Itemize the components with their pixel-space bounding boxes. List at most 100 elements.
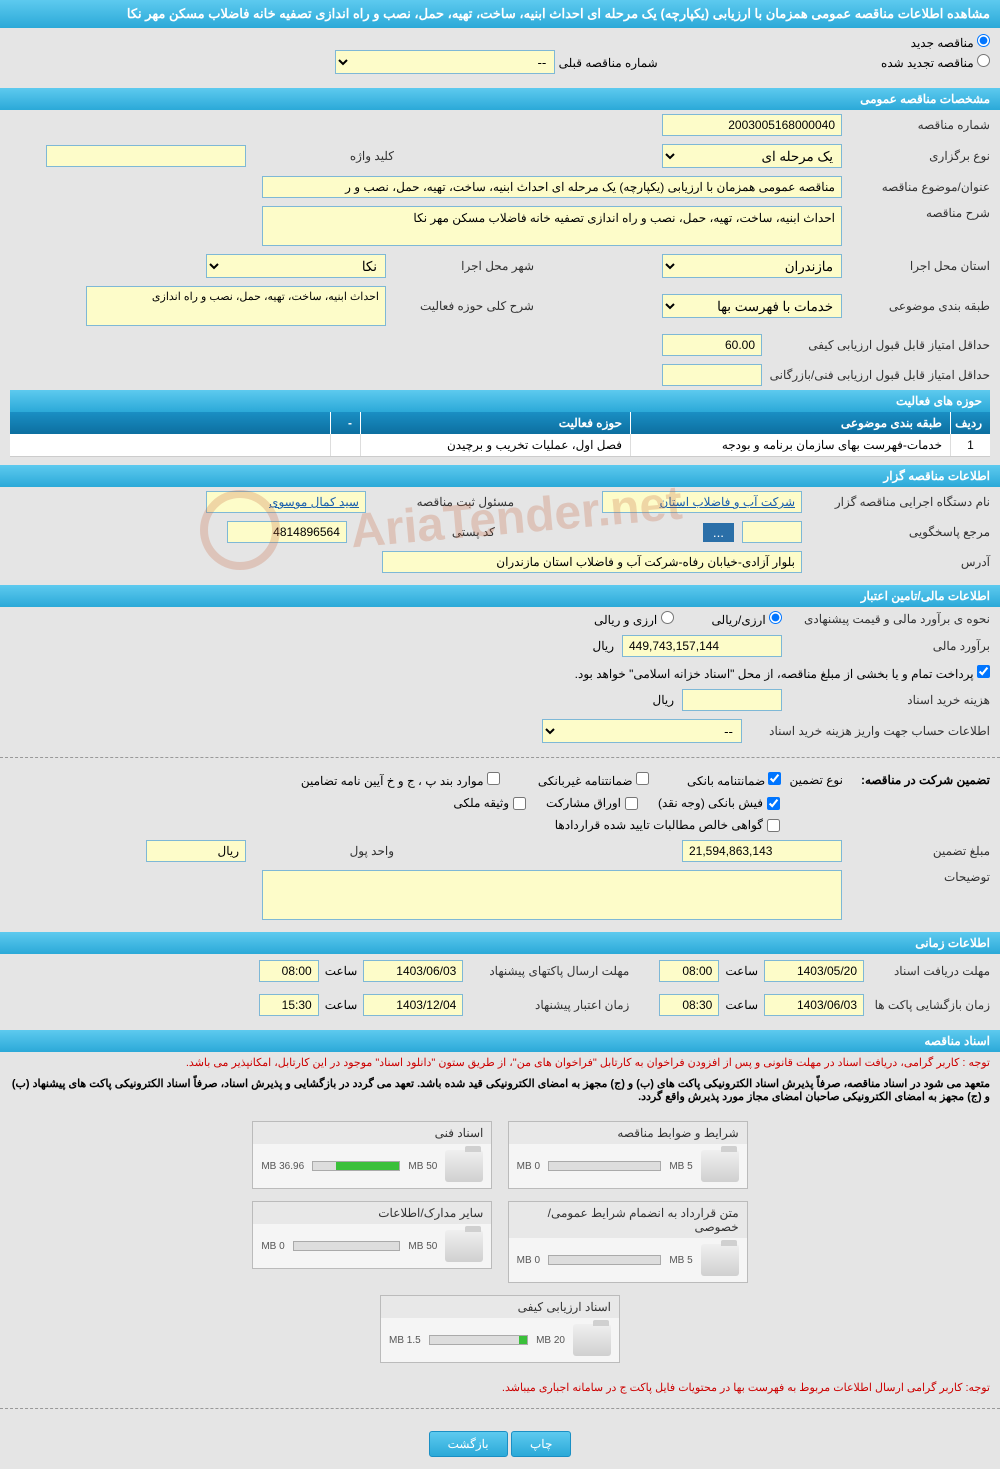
- min-quality-label: حداقل امتیاز قابل قبول ارزیابی کیفی: [770, 338, 990, 352]
- number-label: شماره مناقصه: [850, 118, 990, 132]
- row-remove[interactable]: [330, 434, 360, 456]
- title-label: عنوان/موضوع مناقصه: [850, 180, 990, 194]
- file-total: 5 MB: [669, 1255, 692, 1266]
- file-used: 1.5 MB: [389, 1335, 421, 1346]
- address-value: بلوار آزادی-خیابان رفاه-شرکت آب و فاضلاب…: [382, 551, 802, 573]
- progress-bar: [548, 1255, 661, 1265]
- reg-value[interactable]: سید کمال موسوی: [206, 491, 366, 513]
- currency-label2: ریال: [652, 693, 674, 707]
- estimate-value: 449,743,157,144: [622, 635, 782, 657]
- validity-label: زمان اعتبار پیشنهاد: [469, 998, 629, 1012]
- doc-note3: توجه: کاربر گرامی ارسال اطلاعات مربوط به…: [0, 1377, 1000, 1398]
- time-lbl4: ساعت: [325, 998, 358, 1012]
- chk-nonbank[interactable]: ضمانتنامه غیربانکی: [538, 772, 649, 788]
- progress-bar: [429, 1335, 528, 1345]
- amount-label: مبلغ تضمین: [850, 844, 990, 858]
- section-organizer: اطلاعات مناقصه گزار: [0, 465, 1000, 487]
- file-box: سایر مدارک/اطلاعات 50 MB 0 MB: [252, 1201, 492, 1269]
- chk-receivable[interactable]: گواهی خالص مطالبات تایید شده قراردادها: [555, 818, 780, 832]
- col-scope: حوزه فعالیت: [360, 412, 630, 434]
- browse-button[interactable]: ...: [703, 523, 734, 542]
- chk-securities[interactable]: اوراق مشارکت: [546, 796, 638, 810]
- file-name: شرایط و ضوابط مناقصه: [509, 1122, 747, 1144]
- send-time: 08:00: [259, 960, 319, 982]
- print-button[interactable]: چاپ: [511, 1431, 571, 1457]
- chk-bylaw[interactable]: موارد بند پ ، ج و خ آیین نامه تضامین: [301, 772, 500, 788]
- title-value: مناقصه عمومی همزمان با ارزیابی (یکپارچه)…: [262, 176, 842, 198]
- file-name: سایر مدارک/اطلاعات: [253, 1202, 491, 1224]
- file-box: متن قرارداد به انضمام شرایط عمومی/خصوصی …: [508, 1201, 748, 1283]
- radio-new[interactable]: مناقصه جدید: [911, 36, 990, 50]
- min-tech-value: [662, 364, 762, 386]
- radio-rial[interactable]: ارزی/ریالی: [712, 611, 782, 627]
- validity-date: 1403/12/04: [363, 994, 463, 1016]
- file-name: متن قرارداد به انضمام شرایط عمومی/خصوصی: [509, 1202, 747, 1238]
- progress-bar: [548, 1161, 661, 1171]
- file-name: اسناد ارزیابی کیفی: [381, 1296, 619, 1318]
- doc-cost-label: هزینه خرید اسناد: [790, 693, 990, 707]
- file-total: 50 MB: [408, 1161, 437, 1172]
- chk-bank[interactable]: ضمانتنامه بانکی: [687, 772, 782, 788]
- account-select[interactable]: --: [542, 719, 742, 743]
- row-scope: فصل اول، عملیات تخریب و برچیدن: [360, 434, 630, 456]
- time-lbl2: ساعت: [325, 964, 358, 978]
- back-button[interactable]: بازگشت: [429, 1431, 508, 1457]
- folder-icon[interactable]: [701, 1244, 739, 1276]
- file-total: 20 MB: [536, 1335, 565, 1346]
- account-label: اطلاعات حساب جهت واریز هزینه خرید اسناد: [750, 724, 990, 738]
- file-box: اسناد ارزیابی کیفی 20 MB 1.5 MB: [380, 1295, 620, 1363]
- time-lbl3: ساعت: [725, 998, 758, 1012]
- type-select[interactable]: یک مرحله ای: [662, 144, 842, 168]
- prev-number-select[interactable]: --: [335, 50, 555, 74]
- folder-icon[interactable]: [701, 1150, 739, 1182]
- province-select[interactable]: مازندران: [662, 254, 842, 278]
- section-timing: اطلاعات زمانی: [0, 932, 1000, 954]
- activity-columns: ردیف طبقه بندی موضوعی حوزه فعالیت -: [10, 412, 990, 434]
- postal-value: 4814896564: [227, 521, 347, 543]
- desc-label: شرح مناقصه: [850, 206, 990, 220]
- org-value[interactable]: شرکت آب و فاضلاب استان: [602, 491, 802, 513]
- col-idx: ردیف: [950, 412, 990, 434]
- city-label: شهر محل اجرا: [394, 259, 534, 273]
- keyword-label: کلید واژه: [254, 149, 394, 163]
- org-label: نام دستگاه اجرایی مناقصه گزار: [810, 495, 990, 509]
- min-tech-label: حداقل امتیاز قابل قبول ارزیابی فنی/بازرگ…: [770, 368, 990, 382]
- file-name: اسناد فنی: [253, 1122, 491, 1144]
- table-row: 1 خدمات-فهرست بهای سازمان برنامه و بودجه…: [10, 434, 990, 457]
- send-label: مهلت ارسال پاکتهای پیشنهاد: [469, 964, 629, 978]
- open-label: زمان بازگشایی پاکت ها: [870, 998, 990, 1012]
- file-used: 0 MB: [517, 1255, 540, 1266]
- currency-label: ریال: [592, 639, 614, 653]
- open-time: 08:30: [659, 994, 719, 1016]
- activity-table-header: حوزه های فعالیت: [10, 390, 990, 412]
- keyword-value: [46, 145, 246, 167]
- receive-time: 08:00: [659, 960, 719, 982]
- doc-cost-value: [682, 689, 782, 711]
- chk-cash[interactable]: فیش بانکی (وجه نقد): [658, 796, 780, 810]
- open-date: 1403/06/03: [764, 994, 864, 1016]
- folder-icon[interactable]: [445, 1150, 483, 1182]
- activity-summary-value: احداث ابنیه، ساخت، تهیه، حمل، نصب و راه …: [86, 286, 386, 326]
- file-total: 50 MB: [408, 1241, 437, 1252]
- city-select[interactable]: نکا: [206, 254, 386, 278]
- receive-label: مهلت دریافت اسناد: [870, 964, 990, 978]
- class-select[interactable]: خدمات با فهرست بها: [662, 294, 842, 318]
- folder-icon[interactable]: [445, 1230, 483, 1262]
- estimate-label: برآورد مالی: [790, 639, 990, 653]
- reg-label: مسئول ثبت مناقصه: [374, 495, 514, 509]
- section-documents: اسناد مناقصه: [0, 1030, 1000, 1052]
- folder-icon[interactable]: [573, 1324, 611, 1356]
- unit-value: ریال: [146, 840, 246, 862]
- unit-label: واحد پول: [254, 844, 394, 858]
- min-quality-value: 60.00: [662, 334, 762, 356]
- prev-number-label: شماره مناقصه قبلی: [559, 56, 658, 70]
- file-used: 36.96 MB: [261, 1161, 304, 1172]
- address-label: آدرس: [810, 555, 990, 569]
- radio-renewed[interactable]: مناقصه تجدید شده: [881, 56, 990, 70]
- type-label: نوع برگزاری: [850, 149, 990, 163]
- treasury-checkbox[interactable]: پرداخت تمام و یا بخشی از مبلغ مناقصه، از…: [575, 665, 990, 681]
- radio-foreign[interactable]: ارزی و ریالی: [594, 611, 674, 627]
- guarantee-header: تضمین شرکت در مناقصه:: [861, 773, 990, 787]
- validity-time: 15:30: [259, 994, 319, 1016]
- chk-property[interactable]: وثیقه ملکی: [453, 796, 526, 810]
